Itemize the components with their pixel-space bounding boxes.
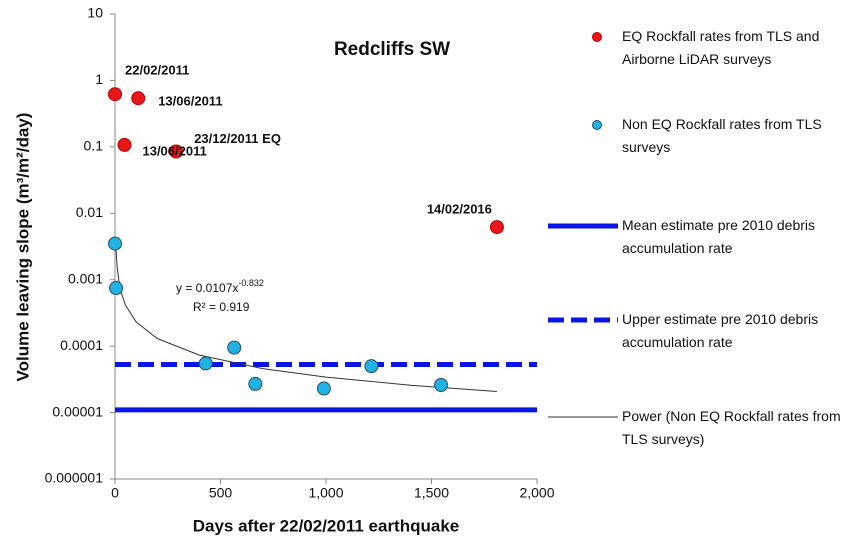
x-tick-label: 2,000: [519, 485, 554, 501]
x-tick-label: 1,500: [414, 485, 449, 501]
x-tick-label: 1,000: [308, 485, 343, 501]
data-point: [364, 359, 379, 374]
data-point: [108, 236, 122, 251]
point-label: 22/02/2011: [125, 63, 189, 78]
legend-label: Power (Non EQ Rockfall rates from TLS su…: [622, 408, 841, 447]
series-line: [115, 249, 497, 392]
data-point: [433, 378, 448, 393]
data-point: [316, 381, 331, 396]
x-axis-title: Days after 22/02/2011 earthquake: [193, 516, 460, 535]
y-tick-label: 1: [95, 71, 103, 87]
data-point: [489, 220, 504, 235]
y-tick-label: 0.01: [76, 204, 103, 220]
data-point: [108, 87, 122, 102]
data-point: [169, 144, 184, 159]
y-axis-title: Volume leaving slope (m³/m²/day): [13, 113, 32, 382]
legend-marker: [592, 32, 602, 42]
y-tick-label: 0.000001: [45, 470, 104, 486]
x-tick-label: 0: [111, 485, 119, 501]
data-point: [248, 376, 263, 391]
point-label: 13/06/2011: [142, 143, 206, 158]
y-tick-label: 0.001: [68, 270, 103, 286]
y-tick-label: 10: [87, 5, 103, 21]
point-label: 13/06/2011: [158, 94, 222, 109]
y-tick-label: 0.1: [84, 138, 104, 154]
point-label: 23/12/2011 EQ: [194, 131, 281, 146]
equation-base: y = 0.0107x: [176, 281, 238, 295]
data-point: [227, 340, 242, 355]
data-point: [198, 356, 213, 371]
y-tick-label: 0.00001: [52, 403, 103, 419]
point-label: 14/02/2016: [427, 202, 492, 217]
equation: y = 0.0107x-0.832: [176, 278, 264, 295]
legend-label: Non EQ Rockfall rates from TLS surveys: [622, 116, 822, 155]
legend-label: EQ Rockfall rates from TLS and Airborne …: [622, 28, 820, 67]
data-point: [131, 91, 146, 106]
data-point: [117, 137, 132, 152]
legend-label: Mean estimate pre 2010 debris accumulati…: [622, 217, 815, 256]
chart-title: Redcliffs SW: [334, 39, 450, 60]
y-tick-label: 0.0001: [60, 337, 103, 353]
x-tick-label: 500: [209, 485, 233, 501]
legend-label: Upper estimate pre 2010 debris accumulat…: [622, 311, 819, 350]
data-point: [109, 281, 124, 296]
r-squared: R² = 0.919: [193, 300, 250, 314]
equation-exponent: -0.832: [238, 278, 264, 288]
legend-marker: [592, 120, 602, 130]
